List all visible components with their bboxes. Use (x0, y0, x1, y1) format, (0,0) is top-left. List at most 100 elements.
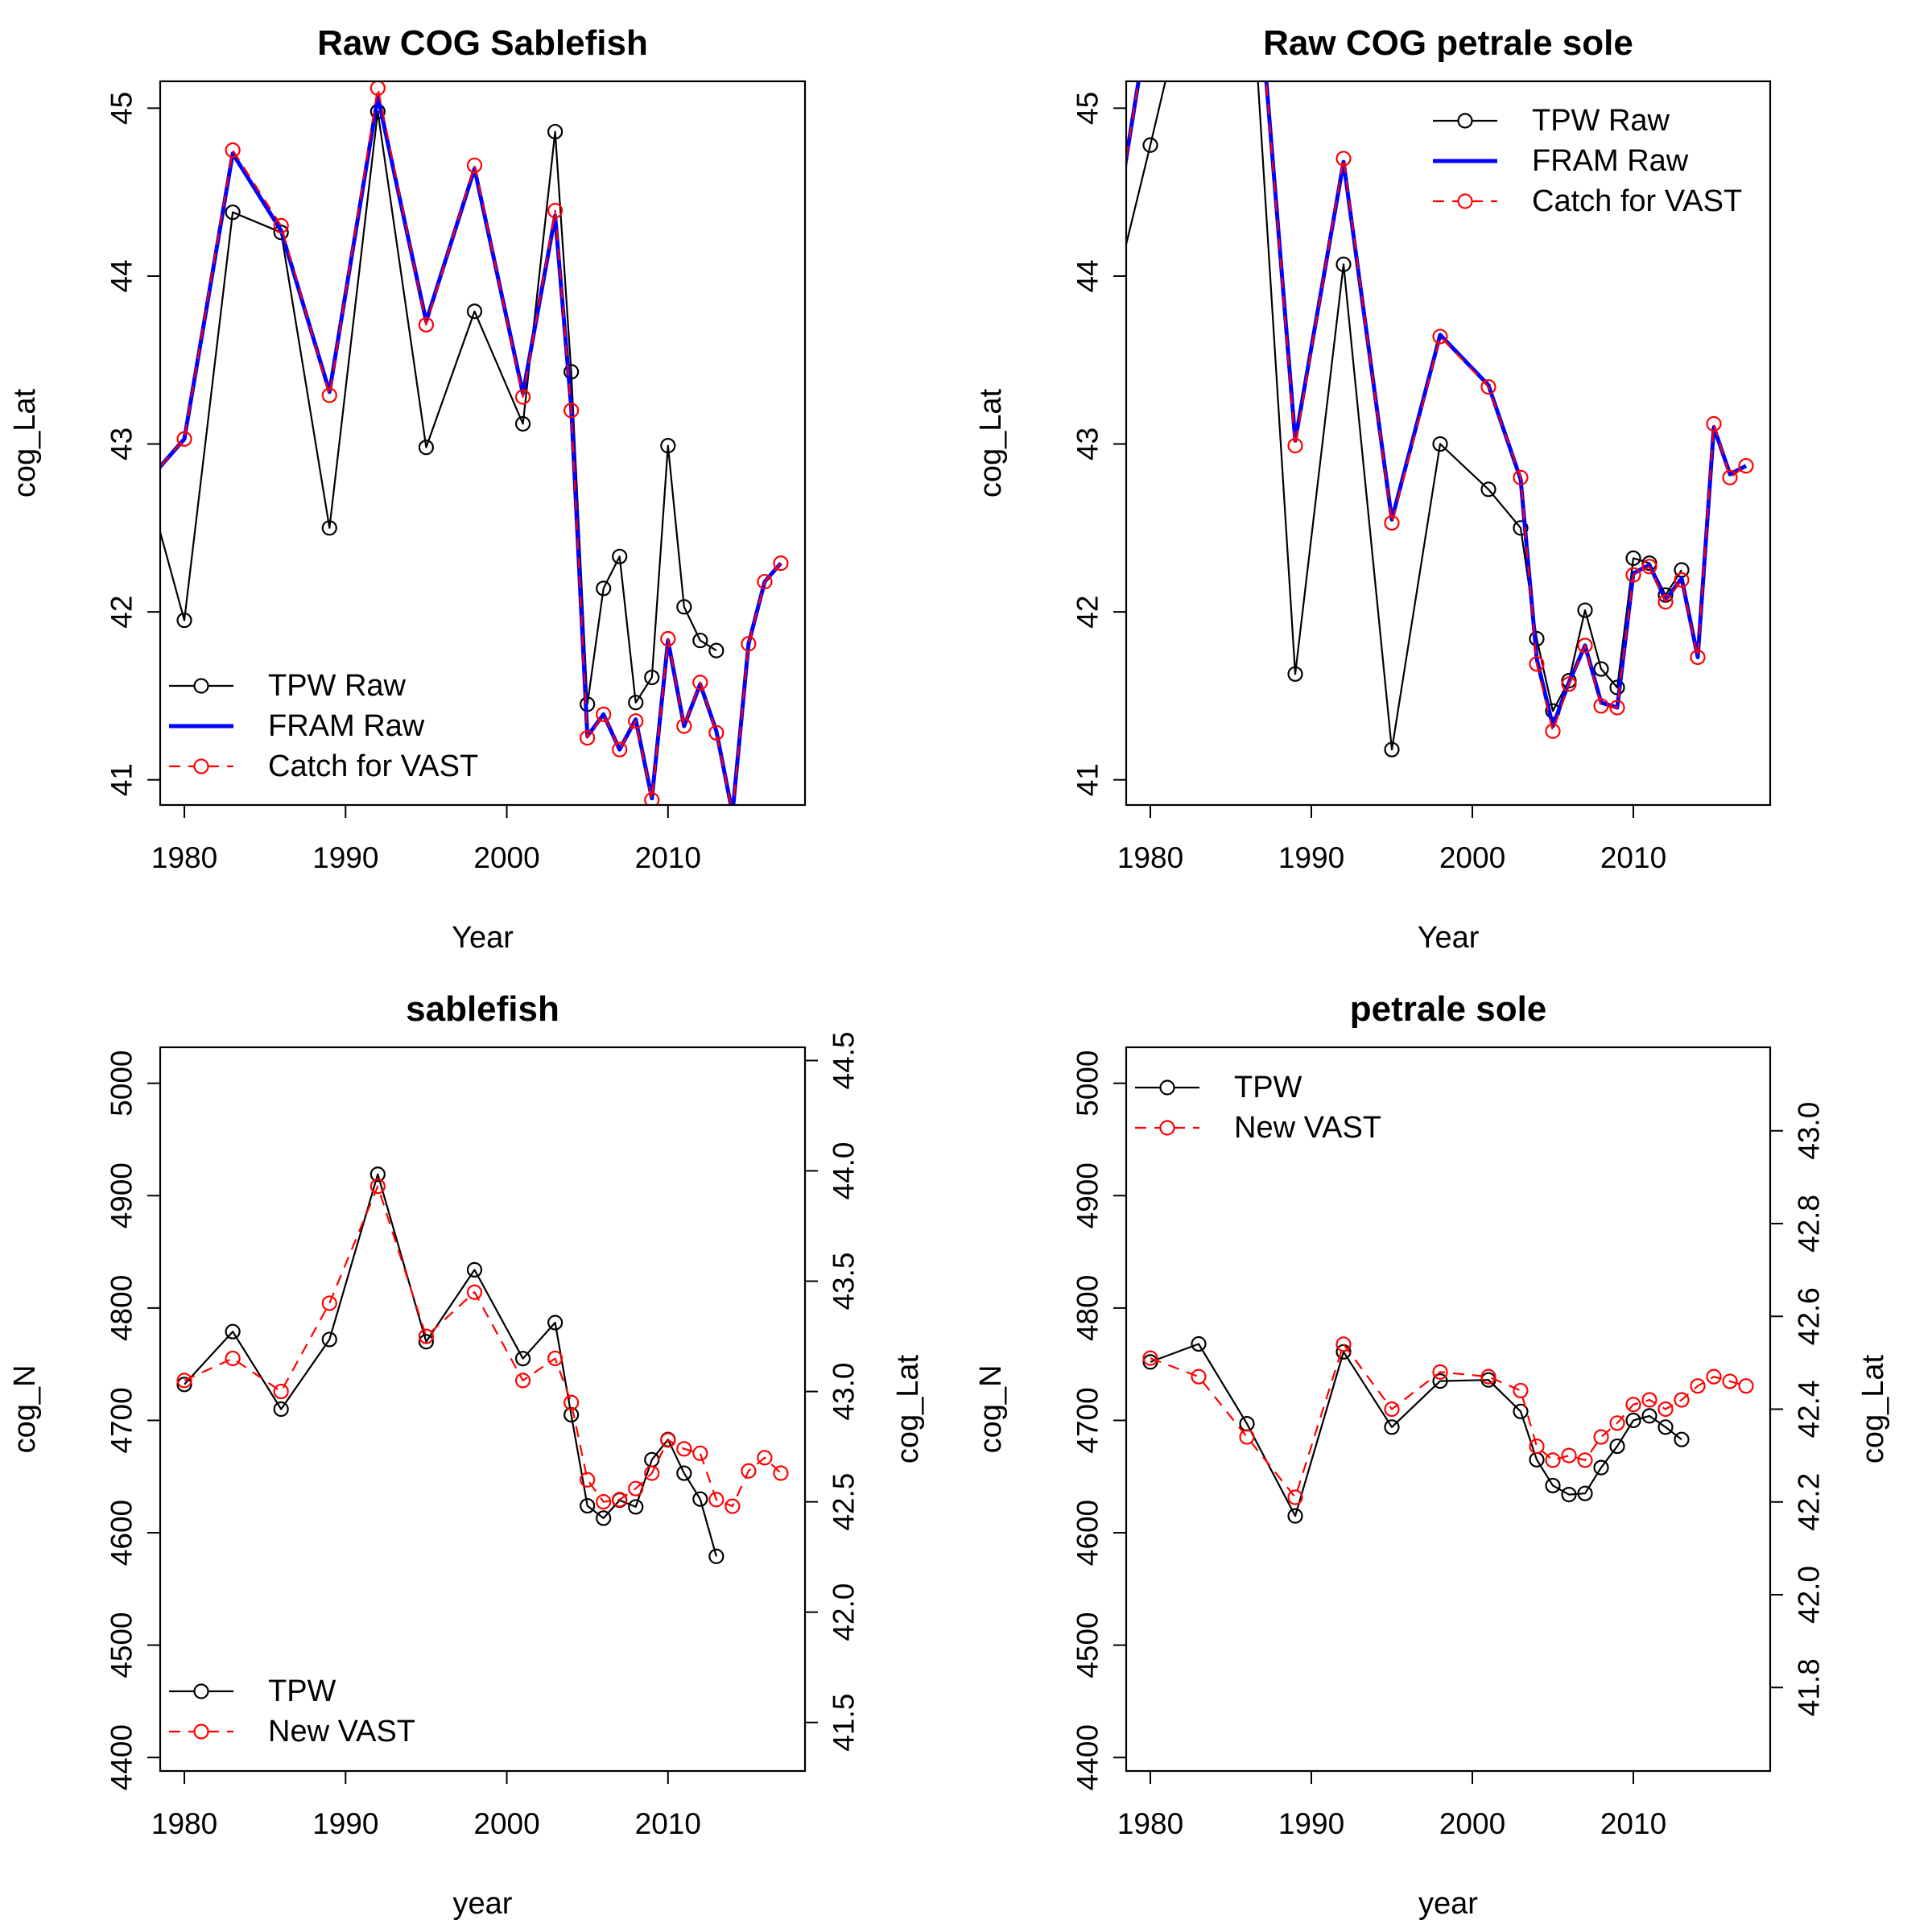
data-point (773, 555, 789, 572)
series-line (1126, 81, 1747, 733)
data-point (612, 741, 628, 758)
y-tick-label: 43 (105, 427, 138, 460)
data-point (628, 1499, 644, 1515)
data-point (1674, 1392, 1690, 1408)
data-point (466, 1261, 483, 1278)
data-point (1191, 1335, 1207, 1352)
data-point (514, 415, 531, 432)
y-axis-left: 4400 4500 4600 4700 4800 4900 5000 cog_N (8, 1051, 161, 1790)
data-point (564, 1406, 580, 1423)
data-point (1432, 328, 1448, 345)
legend-label: FRAM Raw (268, 709, 425, 743)
legend-marker (193, 758, 209, 774)
y-tick-label: 4500 (1071, 1612, 1104, 1678)
data-point (1722, 469, 1738, 485)
data-point (628, 1480, 644, 1496)
data-point (676, 718, 692, 734)
data-point (1432, 1373, 1448, 1389)
y-tick-label: 42 (105, 596, 138, 629)
data-point (1738, 458, 1754, 474)
y-tick-label: 4900 (105, 1162, 138, 1228)
data-point (676, 599, 692, 615)
legend-item-tpw: TPW (169, 1674, 336, 1708)
data-point (1513, 1382, 1529, 1399)
x-tick-label: 2000 (473, 1807, 539, 1840)
panel-raw-cog-petrale-sole: Raw COG petrale sole 1980 1990 2000 2010 Year… (974, 1, 1772, 955)
x-tick-label: 1990 (312, 841, 378, 874)
x-tick-label: 2010 (1600, 841, 1666, 874)
chart-title: petrale sole (1350, 989, 1547, 1029)
series-line (160, 94, 782, 805)
legend-item-tpw: TPW (1135, 1071, 1302, 1104)
panel-sablefish: sablefish 1980 1990 2000 2010 year 4400 4500 460… (8, 989, 925, 1921)
data-point (547, 123, 564, 140)
y-tick-label: 44 (1071, 259, 1104, 292)
data-point (176, 612, 192, 629)
y-tick-label: 5000 (1071, 1051, 1104, 1117)
plot-area (1096, 1, 1754, 758)
data-point (1577, 1452, 1593, 1468)
y-tick-label: 5000 (105, 1051, 138, 1117)
data-point (1191, 1368, 1207, 1385)
data-point (1593, 661, 1609, 677)
legend-label: TPW (268, 1674, 336, 1708)
y-axis-label: cog_N (974, 1365, 1008, 1454)
data-point (1577, 602, 1593, 618)
data-point (1561, 676, 1577, 692)
x-tick-label: 2010 (1600, 1807, 1666, 1840)
series-new-vast (1142, 1336, 1754, 1505)
x-tick-label: 1980 (1117, 841, 1183, 874)
data-point (1529, 1439, 1545, 1455)
legend-item-catch-for-vast: Catch for VAST (1433, 184, 1742, 218)
data-point (1722, 1373, 1738, 1389)
legend-label: Catch for VAST (268, 749, 478, 783)
legend-marker (1159, 1120, 1175, 1136)
data-point (1641, 1392, 1657, 1408)
y2-tick-label: 42.4 (1793, 1380, 1826, 1438)
data-point (418, 316, 435, 333)
data-point (1096, 336, 1109, 350)
series-tpw (176, 1166, 724, 1564)
data-point (1287, 1508, 1303, 1524)
series-line (160, 110, 717, 705)
y-tick-label: 4400 (105, 1724, 138, 1790)
data-point (1287, 438, 1303, 454)
data-point (1641, 559, 1657, 575)
data-point (1674, 1431, 1690, 1447)
data-point (692, 1491, 708, 1507)
chart-title: Raw COG petrale sole (1263, 23, 1633, 63)
y-tick-label: 41 (1071, 763, 1104, 796)
data-point (1513, 1403, 1529, 1419)
data-point (1142, 1354, 1158, 1370)
data-point (628, 695, 644, 711)
data-point (1690, 1378, 1706, 1394)
series-tpw (1142, 1335, 1690, 1524)
y2-tick-label: 42.6 (1793, 1287, 1826, 1345)
data-point (660, 438, 676, 454)
data-point (1625, 1412, 1641, 1429)
legend-marker (1457, 193, 1473, 209)
data-point (1657, 1401, 1674, 1418)
data-point (580, 1497, 596, 1514)
data-point (1144, 1, 1158, 14)
data-point (225, 204, 241, 221)
series-fram-raw (160, 94, 782, 805)
data-point (321, 1331, 337, 1348)
legend-item-tpw-raw: TPW Raw (1433, 104, 1670, 138)
legend-item-fram-raw: FRAM Raw (1433, 144, 1689, 178)
y-axis-left: 4400 4500 4600 4700 4800 4900 5000 cog_N (974, 1051, 1127, 1790)
data-point (1432, 1364, 1448, 1380)
data-point (1545, 723, 1561, 739)
x-tick-label: 2000 (473, 841, 539, 874)
data-point (1480, 481, 1496, 497)
x-axis-label: year (1418, 1887, 1478, 1921)
legend-label: Catch for VAST (1532, 184, 1742, 218)
plot-area (1142, 1335, 1754, 1524)
x-axis: 1980 1990 2000 2010 year (1117, 1770, 1666, 1921)
series-line (184, 1185, 782, 1508)
legend-label: TPW (1234, 1071, 1302, 1104)
y2-tick-label: 42.8 (1793, 1195, 1826, 1253)
y-axis-right: 41.5 42.0 42.5 43.0 43.5 44.0 44.5 cog_Lat (804, 1031, 925, 1752)
y-axis-left: 41 42 43 44 45 cog_Lat (8, 92, 161, 796)
